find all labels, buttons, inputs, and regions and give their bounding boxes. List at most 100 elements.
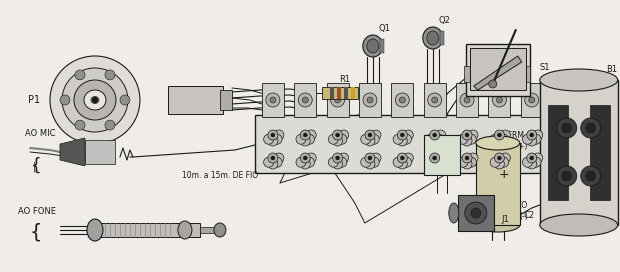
Text: (+): (+) xyxy=(515,143,528,152)
Circle shape xyxy=(523,157,533,167)
Circle shape xyxy=(332,159,343,169)
Circle shape xyxy=(465,156,469,160)
Circle shape xyxy=(402,157,412,167)
Circle shape xyxy=(562,123,572,133)
Bar xyxy=(470,48,526,90)
Circle shape xyxy=(371,130,381,140)
Bar xyxy=(220,90,232,110)
Text: Q2: Q2 xyxy=(439,17,451,26)
Polygon shape xyxy=(474,56,522,90)
Circle shape xyxy=(304,134,314,144)
Text: PRETO: PRETO xyxy=(503,200,528,209)
Circle shape xyxy=(527,130,537,140)
Circle shape xyxy=(335,97,340,103)
Text: AO FONE: AO FONE xyxy=(18,208,56,217)
Circle shape xyxy=(434,134,444,144)
Circle shape xyxy=(465,133,469,137)
Circle shape xyxy=(494,130,505,140)
Ellipse shape xyxy=(540,69,618,91)
Circle shape xyxy=(525,93,539,107)
Circle shape xyxy=(271,156,275,160)
Circle shape xyxy=(75,70,85,80)
Circle shape xyxy=(533,130,542,140)
Circle shape xyxy=(433,133,436,137)
Circle shape xyxy=(399,97,405,103)
Circle shape xyxy=(523,134,533,144)
Circle shape xyxy=(557,118,577,138)
Circle shape xyxy=(562,171,572,181)
Circle shape xyxy=(494,136,505,146)
Circle shape xyxy=(557,166,577,186)
Bar xyxy=(456,83,478,117)
Circle shape xyxy=(296,157,306,167)
Ellipse shape xyxy=(423,27,443,49)
Circle shape xyxy=(529,133,534,137)
Circle shape xyxy=(75,120,85,130)
Circle shape xyxy=(586,123,596,133)
Circle shape xyxy=(434,157,444,167)
Circle shape xyxy=(300,130,310,140)
Circle shape xyxy=(298,93,312,107)
Circle shape xyxy=(300,159,310,169)
Circle shape xyxy=(367,97,373,103)
Circle shape xyxy=(462,159,472,169)
Circle shape xyxy=(268,159,278,169)
Ellipse shape xyxy=(50,56,140,144)
Ellipse shape xyxy=(540,214,618,236)
Bar xyxy=(351,87,355,99)
Circle shape xyxy=(466,134,476,144)
Ellipse shape xyxy=(74,80,116,120)
Circle shape xyxy=(492,93,507,107)
Text: C2: C2 xyxy=(524,211,535,220)
Circle shape xyxy=(368,156,372,160)
Circle shape xyxy=(268,153,278,163)
Circle shape xyxy=(430,130,440,140)
Bar xyxy=(391,83,414,117)
Circle shape xyxy=(397,159,407,169)
Bar xyxy=(359,83,381,117)
Circle shape xyxy=(466,157,476,167)
Circle shape xyxy=(268,130,278,140)
Circle shape xyxy=(300,153,310,163)
Text: P1: P1 xyxy=(28,95,40,105)
Text: {: { xyxy=(31,157,42,175)
Bar xyxy=(255,115,550,173)
Circle shape xyxy=(306,130,316,140)
Circle shape xyxy=(304,157,314,167)
Circle shape xyxy=(396,93,409,107)
Circle shape xyxy=(432,97,438,103)
Circle shape xyxy=(335,156,340,160)
Circle shape xyxy=(365,153,375,163)
Ellipse shape xyxy=(178,221,192,239)
Ellipse shape xyxy=(476,218,520,232)
Circle shape xyxy=(527,159,537,169)
Bar xyxy=(85,140,115,164)
Polygon shape xyxy=(60,138,85,166)
Circle shape xyxy=(401,156,404,160)
Circle shape xyxy=(335,133,340,137)
Circle shape xyxy=(464,97,470,103)
Ellipse shape xyxy=(363,35,383,57)
Circle shape xyxy=(468,130,478,140)
Circle shape xyxy=(531,157,541,167)
Circle shape xyxy=(303,156,308,160)
Circle shape xyxy=(458,134,468,144)
Bar xyxy=(524,66,529,82)
Ellipse shape xyxy=(62,68,128,132)
Circle shape xyxy=(490,134,500,144)
Circle shape xyxy=(436,130,446,140)
Text: B1: B1 xyxy=(606,66,617,75)
Circle shape xyxy=(369,157,379,167)
Ellipse shape xyxy=(87,219,103,241)
Bar xyxy=(547,105,568,200)
Circle shape xyxy=(365,130,375,140)
Circle shape xyxy=(329,157,339,167)
Bar xyxy=(590,105,609,200)
Bar xyxy=(458,195,494,231)
Ellipse shape xyxy=(427,31,439,45)
Ellipse shape xyxy=(91,97,99,104)
Ellipse shape xyxy=(84,90,106,110)
Circle shape xyxy=(497,156,502,160)
Text: C1: C1 xyxy=(466,159,477,168)
Circle shape xyxy=(393,134,403,144)
